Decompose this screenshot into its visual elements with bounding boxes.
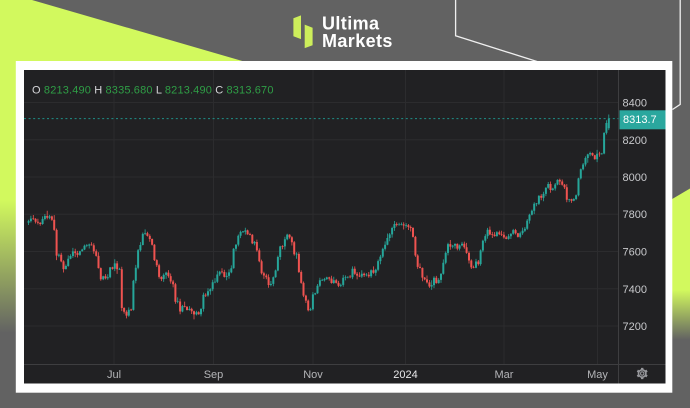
svg-text:Sep: Sep — [204, 369, 224, 381]
svg-text:8000: 8000 — [623, 172, 647, 184]
svg-text:Jul: Jul — [107, 369, 121, 381]
svg-text:7400: 7400 — [623, 284, 647, 296]
svg-text:8200: 8200 — [623, 135, 647, 147]
svg-text:8400: 8400 — [623, 98, 647, 110]
svg-text:May: May — [587, 369, 608, 381]
svg-text:7600: 7600 — [623, 247, 647, 259]
svg-text:Mar: Mar — [495, 369, 514, 381]
svg-text:Nov: Nov — [303, 369, 323, 381]
svg-text:8313.7: 8313.7 — [623, 114, 657, 126]
svg-text:Ultima: Ultima — [322, 14, 380, 34]
svg-text:2024: 2024 — [393, 369, 417, 381]
svg-text:7800: 7800 — [623, 209, 647, 221]
svg-text:O 8213.490 H 8335.680 L 8213.4: O 8213.490 H 8335.680 L 8213.490 C 8313.… — [32, 85, 274, 97]
svg-text:7200: 7200 — [623, 321, 647, 333]
svg-text:Markets: Markets — [322, 31, 393, 51]
